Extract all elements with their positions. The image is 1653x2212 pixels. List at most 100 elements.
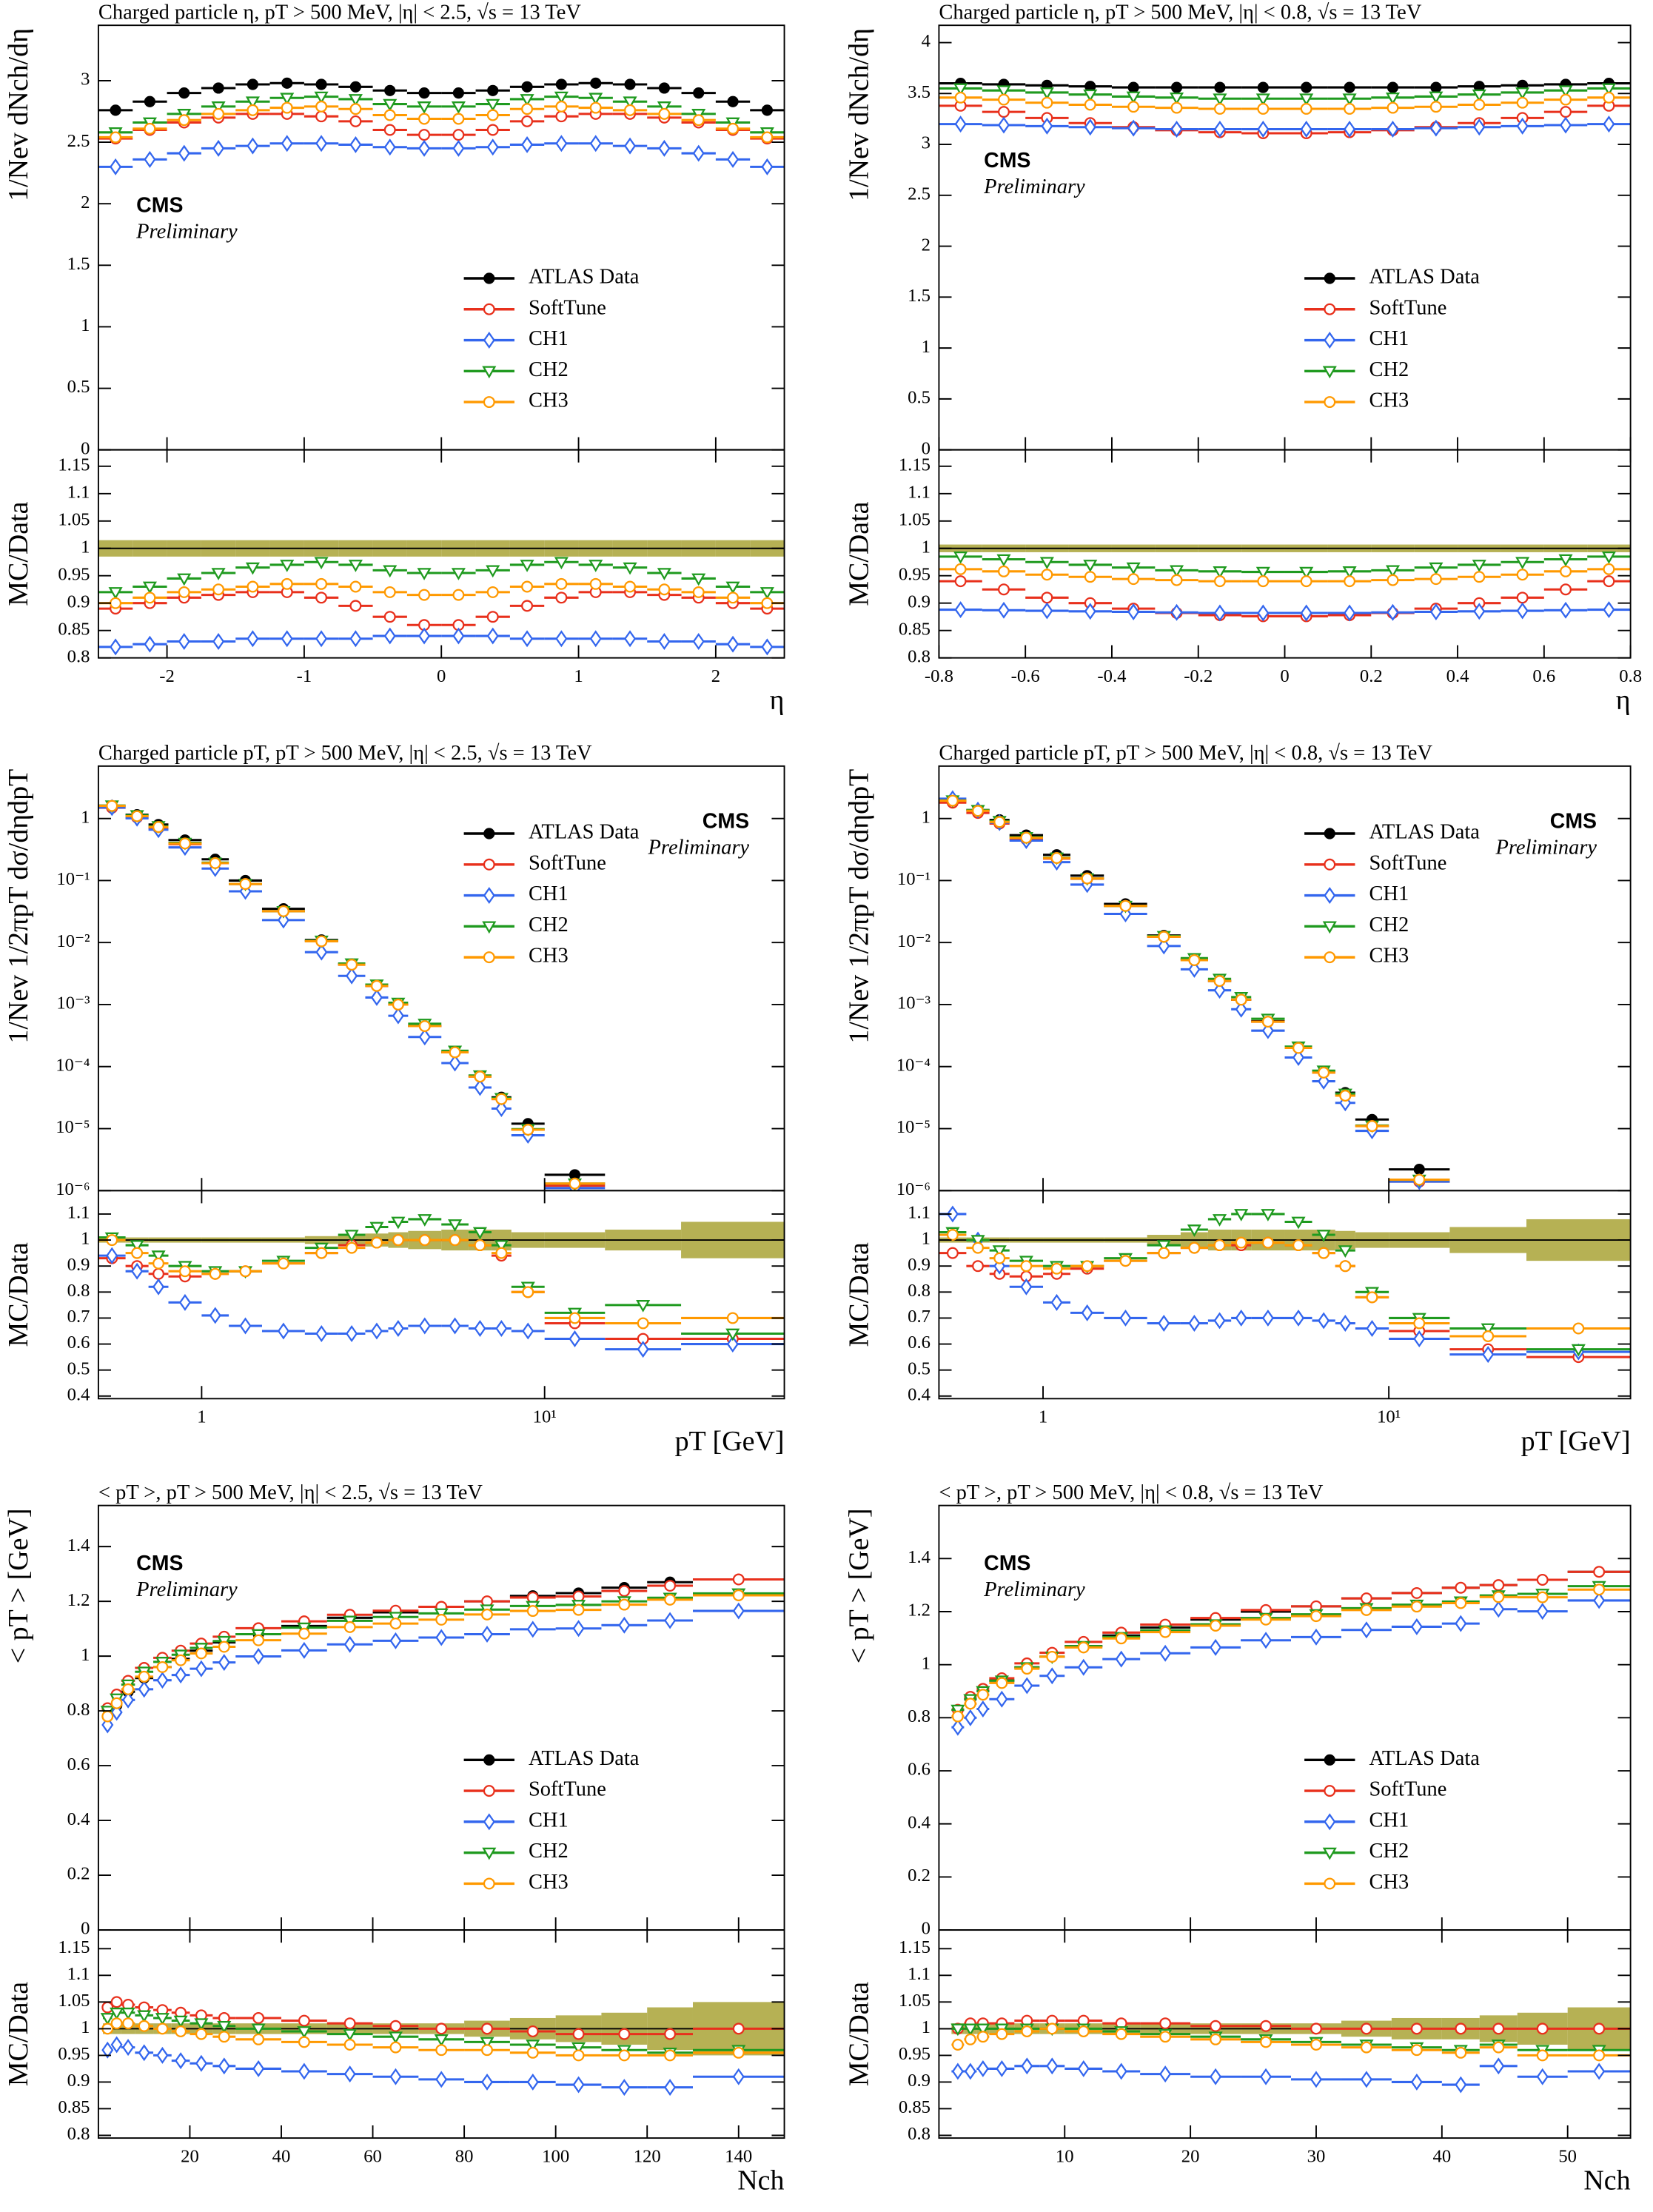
x-tick-label: 0.6 xyxy=(1532,666,1555,686)
ratio-marker xyxy=(1169,565,1184,578)
ratio-marker xyxy=(315,1247,328,1259)
ratio-marker xyxy=(1482,1346,1495,1364)
ratio-marker xyxy=(1455,2022,1467,2035)
data-marker xyxy=(1301,81,1312,93)
x-tick-label: -0.2 xyxy=(1184,666,1213,686)
ratio-marker xyxy=(1492,2041,1505,2054)
data-marker xyxy=(156,1672,169,1689)
data-marker xyxy=(1300,120,1312,138)
x-axis-label: η xyxy=(1616,685,1631,716)
ratio-marker xyxy=(298,2014,310,2027)
legend-text: CH1 xyxy=(1369,327,1409,350)
data-marker xyxy=(281,101,293,114)
y-tick-label: 10⁻¹ xyxy=(897,869,931,889)
ratio-y-axis-label: MC/Data xyxy=(3,501,34,606)
ratio-marker xyxy=(691,573,706,586)
data-marker xyxy=(486,109,499,121)
ratio-marker xyxy=(526,2046,539,2059)
x-axis-label: η xyxy=(770,685,785,716)
data-marker xyxy=(110,131,122,144)
x-tick-label: -2 xyxy=(159,666,175,686)
ratio-marker xyxy=(343,2028,358,2042)
data-marker xyxy=(474,1079,486,1096)
ratio-marker xyxy=(954,563,967,575)
ratio-marker xyxy=(1560,565,1572,577)
data-marker xyxy=(761,131,774,144)
data-marker xyxy=(1492,1591,1505,1603)
data-marker xyxy=(343,1621,356,1633)
legend-text: CH1 xyxy=(1369,1809,1409,1831)
legend-marker xyxy=(483,396,495,409)
preliminary-label: Preliminary xyxy=(135,221,238,244)
x-tick-label: -0.6 xyxy=(1011,666,1040,686)
legend-marker xyxy=(483,1877,495,1890)
data-marker xyxy=(1455,1581,1467,1594)
data-marker xyxy=(218,1654,230,1672)
ratio-marker xyxy=(954,601,967,619)
ratio-marker xyxy=(130,1240,144,1253)
data-marker xyxy=(392,1007,404,1025)
ratio-marker xyxy=(1318,1312,1330,1330)
legend-marker xyxy=(1324,828,1335,839)
ratio-marker xyxy=(664,2079,677,2097)
ratio-plot xyxy=(939,544,1631,623)
data-marker xyxy=(1310,1628,1323,1646)
data-marker xyxy=(954,115,967,133)
chart-title: Charged particle η, pT > 500 MeV, |η| < … xyxy=(939,1,1421,24)
ratio-marker xyxy=(623,562,637,575)
data-marker xyxy=(727,122,740,135)
ratio-marker xyxy=(121,2007,135,2020)
ratio-marker xyxy=(277,1257,289,1270)
data-marker xyxy=(624,104,637,116)
ratio-marker xyxy=(725,581,740,594)
y-tick-label: 3 xyxy=(81,70,90,90)
ratio-marker xyxy=(239,1317,252,1335)
data-marker xyxy=(1115,1632,1127,1645)
ratio-marker xyxy=(526,2040,540,2052)
ratio-y-tick-label: 0.9 xyxy=(908,2071,931,2091)
legend-text: CH2 xyxy=(1369,1840,1409,1863)
ratio-marker xyxy=(1021,2057,1033,2075)
legend-text: CH1 xyxy=(529,1809,569,1831)
legend-text: ATLAS Data xyxy=(1369,1747,1480,1770)
ratio-marker xyxy=(495,1320,508,1337)
ratio-marker xyxy=(486,586,499,598)
preliminary-label: Preliminary xyxy=(1495,836,1597,859)
data-marker xyxy=(349,103,362,115)
ratio-marker xyxy=(572,2049,585,2062)
ratio-marker xyxy=(1572,1322,1585,1335)
legend-marker xyxy=(483,1813,495,1831)
legend-marker xyxy=(483,272,495,284)
ratio-marker xyxy=(315,591,328,604)
data-marker xyxy=(1257,102,1270,115)
ratio-y-tick-label: 0.6 xyxy=(67,1333,90,1353)
ratio-marker xyxy=(122,2017,135,2030)
ratio-marker xyxy=(727,635,740,653)
ratio-y-tick-label: 0.7 xyxy=(908,1307,931,1327)
x-tick-label: 80 xyxy=(455,2146,474,2166)
ratio-marker xyxy=(555,577,568,590)
ratio-marker xyxy=(417,568,432,580)
data-marker xyxy=(122,1683,135,1695)
ratio-marker xyxy=(554,557,569,570)
ratio-y-tick-label: 1 xyxy=(81,2017,90,2037)
ratio-marker xyxy=(1235,1236,1247,1249)
data-marker xyxy=(144,150,156,168)
ratio-marker xyxy=(298,2036,310,2048)
main-plot xyxy=(950,1566,1631,1736)
ratio-marker xyxy=(1156,1240,1171,1253)
data-marker xyxy=(1159,1626,1172,1638)
data-marker xyxy=(1385,92,1401,105)
ratio-marker xyxy=(726,1312,739,1324)
data-marker xyxy=(343,1635,356,1653)
y-tick-label: 3 xyxy=(922,133,931,153)
data-marker xyxy=(1360,1603,1372,1616)
data-marker xyxy=(178,114,190,127)
ratio-marker xyxy=(692,586,705,598)
y-tick-label: 0.2 xyxy=(67,1864,90,1884)
cms-label: CMS xyxy=(1550,809,1597,833)
ratio-marker xyxy=(732,2046,745,2059)
data-marker xyxy=(175,1654,187,1666)
data-marker xyxy=(658,139,671,157)
